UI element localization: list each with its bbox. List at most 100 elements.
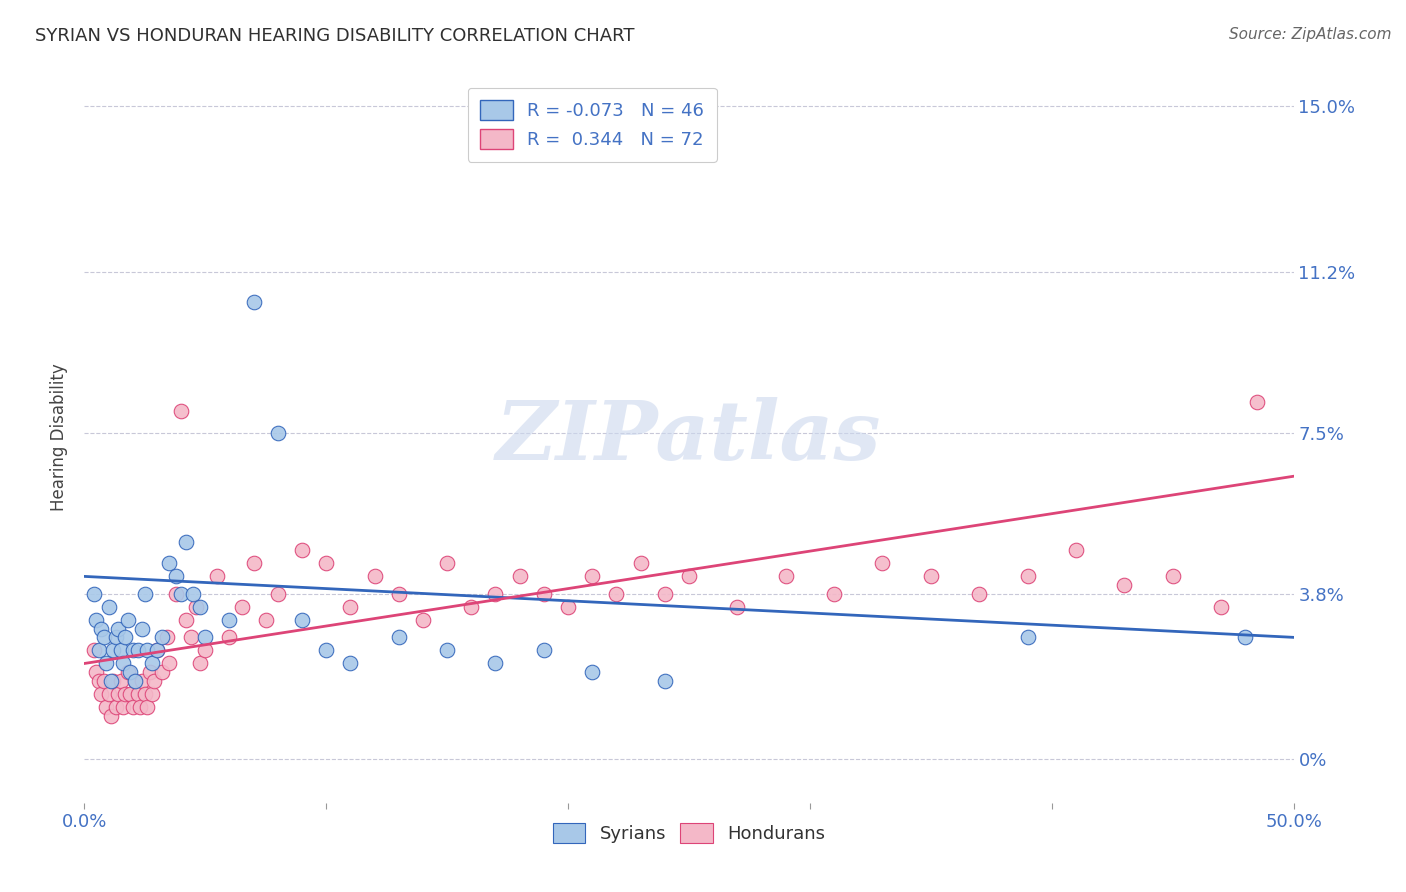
Text: SYRIAN VS HONDURAN HEARING DISABILITY CORRELATION CHART: SYRIAN VS HONDURAN HEARING DISABILITY CO… xyxy=(35,27,634,45)
Point xyxy=(120,687,142,701)
Point xyxy=(460,599,482,614)
Point xyxy=(127,643,149,657)
Point xyxy=(436,557,458,571)
Point xyxy=(136,700,159,714)
Point xyxy=(436,643,458,657)
Point xyxy=(90,622,112,636)
Point xyxy=(1114,578,1136,592)
Point xyxy=(138,665,160,680)
Point xyxy=(194,643,217,657)
Point xyxy=(141,687,163,701)
Point xyxy=(339,657,361,671)
Point xyxy=(93,631,115,645)
Point xyxy=(97,687,120,701)
Point xyxy=(86,665,108,680)
Point xyxy=(363,569,385,583)
Point xyxy=(315,557,337,571)
Point xyxy=(103,643,125,657)
Point xyxy=(581,569,603,583)
Point xyxy=(107,687,129,701)
Point xyxy=(1017,631,1039,645)
Point xyxy=(605,587,627,601)
Point xyxy=(484,587,506,601)
Point xyxy=(388,631,411,645)
Point xyxy=(112,700,135,714)
Point xyxy=(207,569,229,583)
Point xyxy=(131,622,153,636)
Point xyxy=(155,631,177,645)
Point xyxy=(218,613,240,627)
Point xyxy=(184,599,207,614)
Point xyxy=(100,708,122,723)
Point xyxy=(725,599,748,614)
Point xyxy=(291,543,314,558)
Legend: Syrians, Hondurans: Syrians, Hondurans xyxy=(544,814,834,852)
Point xyxy=(134,687,156,701)
Point xyxy=(117,665,139,680)
Point xyxy=(388,587,411,601)
Point xyxy=(94,657,117,671)
Point xyxy=(1209,599,1232,614)
Point xyxy=(557,599,579,614)
Point xyxy=(146,643,169,657)
Point xyxy=(291,613,314,627)
Point xyxy=(107,622,129,636)
Point xyxy=(112,657,135,671)
Point xyxy=(136,643,159,657)
Point xyxy=(1161,569,1184,583)
Point xyxy=(83,587,105,601)
Point xyxy=(190,599,212,614)
Point xyxy=(131,673,153,688)
Point xyxy=(254,613,277,627)
Point xyxy=(509,569,531,583)
Point xyxy=(823,587,845,601)
Point xyxy=(157,657,180,671)
Point xyxy=(165,569,187,583)
Point xyxy=(315,643,337,657)
Point xyxy=(103,673,125,688)
Point xyxy=(242,295,264,310)
Point xyxy=(86,613,108,627)
Point xyxy=(150,631,173,645)
Point xyxy=(120,665,142,680)
Point xyxy=(94,700,117,714)
Point xyxy=(150,665,173,680)
Text: ZIPatlas: ZIPatlas xyxy=(496,397,882,477)
Point xyxy=(129,700,152,714)
Point xyxy=(267,425,290,440)
Point xyxy=(165,587,187,601)
Point xyxy=(114,631,136,645)
Point xyxy=(114,687,136,701)
Point xyxy=(630,557,652,571)
Point xyxy=(141,657,163,671)
Point xyxy=(920,569,942,583)
Point xyxy=(121,700,143,714)
Point xyxy=(1064,543,1087,558)
Point xyxy=(87,673,110,688)
Point xyxy=(412,613,434,627)
Point xyxy=(1017,569,1039,583)
Point xyxy=(775,569,797,583)
Point xyxy=(654,587,676,601)
Point xyxy=(1246,395,1268,409)
Point xyxy=(104,700,127,714)
Point xyxy=(174,613,197,627)
Point xyxy=(146,643,169,657)
Point xyxy=(93,673,115,688)
Point xyxy=(157,557,180,571)
Point xyxy=(121,643,143,657)
Point xyxy=(190,657,212,671)
Point xyxy=(231,599,253,614)
Point xyxy=(90,687,112,701)
Point xyxy=(110,643,132,657)
Point xyxy=(180,631,202,645)
Point xyxy=(581,665,603,680)
Y-axis label: Hearing Disability: Hearing Disability xyxy=(51,363,69,511)
Point xyxy=(174,534,197,549)
Point xyxy=(170,404,193,418)
Point xyxy=(678,569,700,583)
Point xyxy=(100,673,122,688)
Point xyxy=(117,613,139,627)
Point xyxy=(1234,631,1257,645)
Point xyxy=(872,557,894,571)
